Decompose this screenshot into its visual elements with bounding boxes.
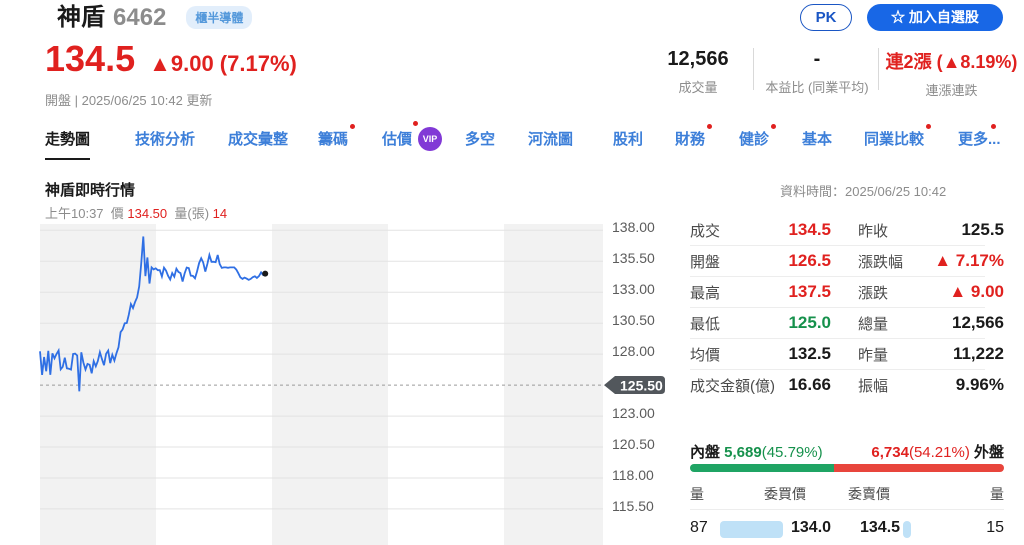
svg-text:125.50: 125.50 <box>620 378 663 394</box>
